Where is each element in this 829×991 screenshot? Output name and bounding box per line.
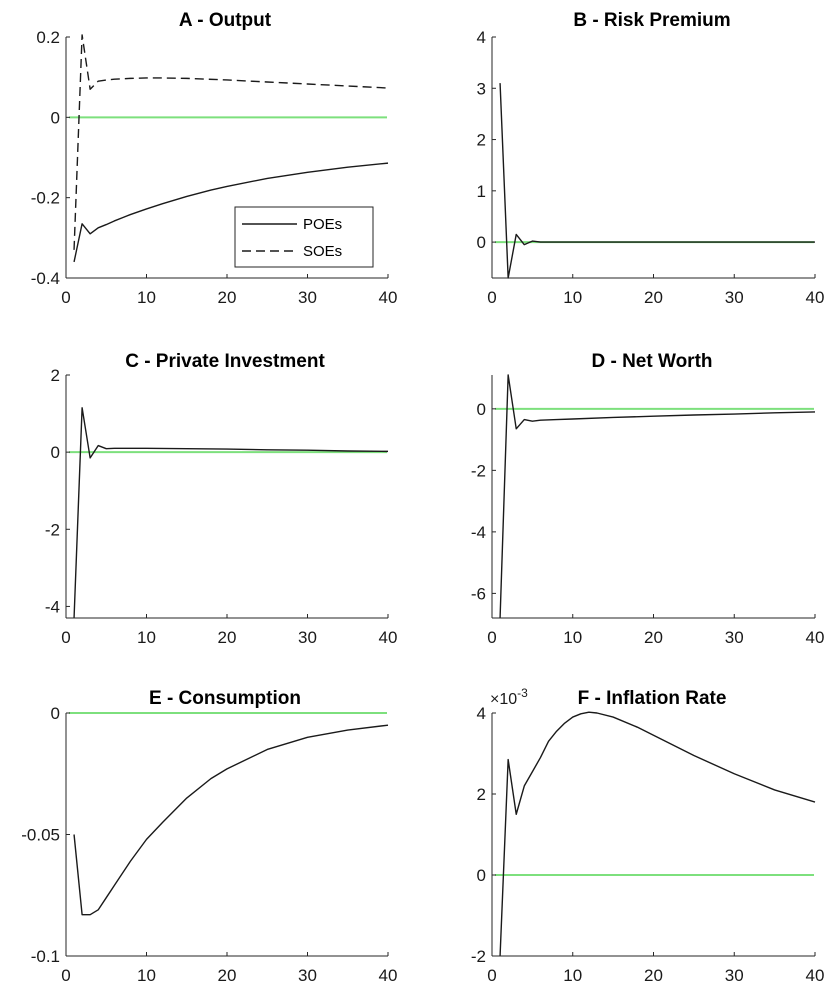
consumption-x-tick-label: 40	[379, 966, 398, 985]
consumption-x-tick-label: 20	[218, 966, 237, 985]
panel-net-worth-title: D - Net Worth	[591, 351, 712, 372]
axis-exponent-label: ×10-3	[490, 686, 528, 708]
panel-output-title: A - Output	[179, 10, 272, 31]
private-investment-y-tick-label: 2	[51, 366, 60, 385]
output-y-tick-label: -0.4	[31, 269, 60, 288]
panel-consumption: E - Consumption 0 10 20 30 40 -0.1 -0.05 0	[21, 688, 397, 985]
output-x-tick-label: 30	[298, 288, 317, 307]
risk-premium-series-line	[499, 83, 815, 279]
private-investment-y-tick-label: -2	[45, 520, 60, 539]
output-y-tick-label: 0	[51, 108, 60, 127]
risk-premium-y-tick-label: 4	[477, 28, 486, 47]
panel-net-worth: D - Net Worth 0 10 20 30 40 -6 -4 -2 0	[471, 351, 825, 647]
private-investment-x-tick-label: 40	[379, 628, 398, 647]
inflation-rate-x-tick-label: 40	[806, 966, 825, 985]
risk-premium-x-tick-label: 20	[644, 288, 663, 307]
net-worth-y-tick-label: -4	[471, 523, 486, 542]
risk-premium-x-tick-label: 40	[806, 288, 825, 307]
panel-output-legend: POEs SOEs	[234, 206, 374, 268]
output-y-tick-label: 0.2	[36, 28, 60, 47]
output-series-poes	[73, 162, 389, 263]
private-investment-series-line	[73, 407, 389, 619]
private-investment-x-tick-label: 20	[218, 628, 237, 647]
inflation-rate-y-tick-label: -2	[471, 947, 486, 966]
net-worth-y-tick-label: -6	[471, 584, 486, 603]
consumption-y-tick-label: -0.1	[31, 947, 60, 966]
output-series-soes	[73, 34, 389, 250]
inflation-rate-y-tick-label: 2	[477, 785, 486, 804]
panel-risk-premium-title: B - Risk Premium	[573, 10, 730, 31]
panel-output: A - Output POEs SOEs 0 10 20 30 40 -0.4 -0.2 0 0.…	[31, 10, 398, 307]
net-worth-y-tick-label: 0	[477, 400, 486, 419]
inflation-rate-x-tick-label: 20	[644, 966, 663, 985]
consumption-y-tick-label: 0	[51, 704, 60, 723]
legend-box	[234, 206, 374, 268]
output-x-tick-label: 20	[218, 288, 237, 307]
panel-consumption-title: E - Consumption	[149, 688, 301, 709]
output-x-tick-label: 0	[61, 288, 70, 307]
risk-premium-x-tick-label: 10	[563, 288, 582, 307]
private-investment-x-tick-label: 10	[137, 628, 156, 647]
legend-label-poes: POEs	[303, 216, 342, 233]
consumption-series-line	[73, 724, 389, 916]
panel-inflation-rate-title: F - Inflation Rate	[578, 688, 727, 709]
panel-private-investment-title: C - Private Investment	[125, 351, 325, 372]
net-worth-series-line	[499, 374, 816, 619]
risk-premium-y-tick-label: 0	[477, 233, 486, 252]
risk-premium-x-tick-label: 0	[487, 288, 496, 307]
consumption-y-tick-label: -0.05	[21, 826, 60, 845]
net-worth-x-tick-label: 30	[725, 628, 744, 647]
consumption-x-tick-label: 0	[61, 966, 70, 985]
private-investment-x-tick-label: 0	[61, 628, 70, 647]
net-worth-x-tick-label: 20	[644, 628, 663, 647]
private-investment-x-tick-label: 30	[298, 628, 317, 647]
risk-premium-y-tick-label: 3	[477, 79, 486, 98]
inflation-rate-x-tick-label: 10	[563, 966, 582, 985]
consumption-x-tick-label: 30	[298, 966, 317, 985]
inflation-rate-series-line	[499, 711, 816, 957]
inflation-rate-y-tick-label: 0	[477, 866, 486, 885]
private-investment-y-tick-label: -4	[45, 597, 60, 616]
net-worth-x-tick-label: 40	[806, 628, 825, 647]
panel-private-investment: C - Private Investment 0 10 20 30 40 -4 -2 0 2	[45, 351, 398, 647]
panel-risk-premium: B - Risk Premium 0 10 20 30 40 0 1 2 3 4	[477, 10, 825, 307]
net-worth-y-tick-label: -2	[471, 461, 486, 480]
risk-premium-y-tick-label: 2	[477, 131, 486, 150]
inflation-rate-x-tick-label: 30	[725, 966, 744, 985]
net-worth-x-tick-label: 0	[487, 628, 496, 647]
net-worth-x-tick-label: 10	[563, 628, 582, 647]
inflation-rate-y-tick-label: 4	[477, 704, 486, 723]
legend-label-soes: SOEs	[303, 243, 342, 260]
consumption-x-tick-label: 10	[137, 966, 156, 985]
inflation-rate-x-tick-label: 0	[487, 966, 496, 985]
private-investment-y-tick-label: 0	[51, 443, 60, 462]
output-y-tick-label: -0.2	[31, 189, 60, 208]
risk-premium-x-tick-label: 30	[725, 288, 744, 307]
output-x-tick-label: 40	[379, 288, 398, 307]
output-x-tick-label: 10	[137, 288, 156, 307]
risk-premium-y-tick-label: 1	[477, 182, 486, 201]
